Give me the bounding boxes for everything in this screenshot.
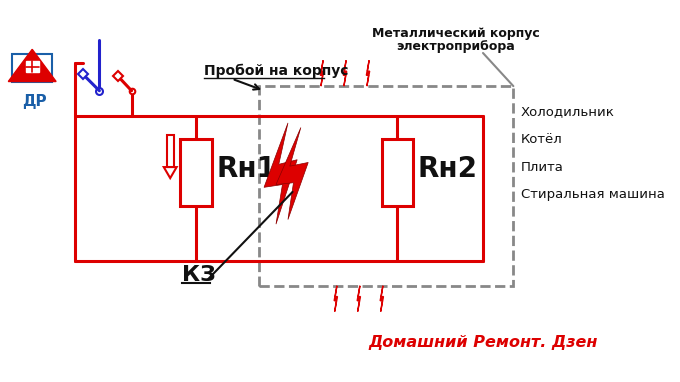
Text: Котёл: Котёл — [521, 133, 562, 146]
Bar — [12, 54, 52, 81]
Polygon shape — [276, 128, 308, 220]
Bar — [260, 86, 513, 286]
Polygon shape — [367, 60, 370, 86]
Polygon shape — [164, 167, 177, 178]
Bar — [180, 139, 211, 206]
Text: Пробой на корпус: Пробой на корпус — [204, 63, 349, 78]
Text: Плита: Плита — [521, 160, 564, 173]
Text: Домашний Ремонт. Дзен: Домашний Ремонт. Дзен — [369, 335, 598, 350]
Polygon shape — [334, 286, 337, 311]
Polygon shape — [320, 60, 324, 86]
Polygon shape — [380, 286, 384, 311]
Polygon shape — [264, 123, 297, 224]
Text: электроприбора: электроприбора — [396, 40, 515, 53]
Text: Холодильник: Холодильник — [521, 105, 615, 118]
Text: Стиральная машина: Стиральная машина — [521, 188, 664, 201]
Bar — [167, 135, 174, 167]
Text: КЗ: КЗ — [182, 265, 216, 285]
Text: Rн2: Rн2 — [418, 155, 477, 183]
Text: ДР: ДР — [22, 94, 46, 109]
Polygon shape — [8, 49, 56, 81]
Text: Металлический корпус: Металлический корпус — [371, 27, 539, 40]
Polygon shape — [357, 286, 360, 311]
Bar — [381, 139, 413, 206]
Polygon shape — [343, 60, 347, 86]
Text: Rн1: Rн1 — [216, 155, 276, 183]
Bar — [26, 61, 39, 72]
